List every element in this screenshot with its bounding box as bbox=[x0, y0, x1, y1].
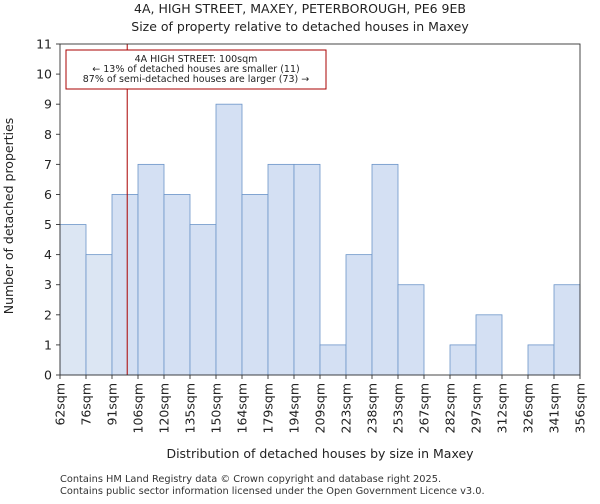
y-tick-label-11: 11 bbox=[36, 37, 52, 52]
x-tick-label-135sqm: 135sqm bbox=[183, 383, 198, 433]
x-tick-label-223sqm: 223sqm bbox=[339, 383, 354, 433]
x-tick-label-120sqm: 120sqm bbox=[157, 383, 172, 433]
bar-326sqm bbox=[527, 344, 555, 376]
x-tick-label-106sqm: 106sqm bbox=[131, 383, 146, 433]
y-tick-label-6: 6 bbox=[44, 187, 52, 202]
x-tick-label-267sqm: 267sqm bbox=[417, 383, 432, 433]
x-tick-label-179sqm: 179sqm bbox=[261, 383, 276, 433]
bar-150sqm bbox=[215, 103, 243, 376]
bar-120sqm bbox=[163, 194, 191, 376]
x-tick-label-91sqm: 91sqm bbox=[105, 383, 120, 426]
bar-135sqm bbox=[189, 224, 217, 376]
x-tick-label-341sqm: 341sqm bbox=[547, 383, 562, 433]
y-tick-label-7: 7 bbox=[44, 157, 52, 172]
x-axis: 62sqm 76sqm 91sqm 106sqm 120sqm 135sqm 150sqm 1… bbox=[53, 375, 588, 433]
bar-209sqm bbox=[319, 344, 347, 376]
x-tick-label-150sqm: 150sqm bbox=[209, 383, 224, 433]
y-tick-label-0: 0 bbox=[44, 368, 52, 383]
annotation-box bbox=[65, 49, 327, 90]
bar-238sqm bbox=[371, 163, 399, 376]
x-tick-label-76sqm: 76sqm bbox=[79, 383, 94, 426]
y-tick-label-10: 10 bbox=[36, 67, 52, 82]
x-tick-label-297sqm: 297sqm bbox=[469, 383, 484, 433]
y-axis: 0 1 2 3 4 5 6 7 8 9 10 11 bbox=[36, 37, 60, 383]
bar-297sqm bbox=[475, 314, 503, 376]
annotation-line1: 4A HIGH STREET: 100sqm bbox=[135, 54, 258, 65]
x-tick-label-164sqm: 164sqm bbox=[235, 383, 250, 433]
bar-223sqm bbox=[345, 254, 373, 376]
bar-106sqm bbox=[137, 163, 165, 376]
bar-253sqm bbox=[397, 284, 425, 376]
y-tick-label-5: 5 bbox=[44, 217, 52, 232]
y-tick-label-2: 2 bbox=[44, 307, 52, 322]
marker-annotation: 4A HIGH STREET: 100sqm ← 13% of detached… bbox=[65, 49, 327, 90]
y-tick-label-3: 3 bbox=[44, 277, 52, 292]
y-axis-title: Number of detached properties bbox=[1, 118, 16, 315]
bar-179sqm bbox=[267, 163, 295, 376]
x-tick-label-238sqm: 238sqm bbox=[365, 383, 380, 433]
bar-341sqm bbox=[553, 284, 581, 376]
x-axis-title: Distribution of detached houses by size … bbox=[166, 446, 474, 461]
bar-164sqm bbox=[241, 194, 269, 376]
bar-282sqm bbox=[449, 344, 477, 376]
annotation-line3: 87% of semi-detached houses are larger (… bbox=[83, 74, 310, 85]
x-tick-label-282sqm: 282sqm bbox=[443, 383, 458, 433]
bars-layer bbox=[59, 103, 581, 376]
y-tick-label-4: 4 bbox=[44, 247, 52, 262]
chart-title-line2: Size of property relative to detached ho… bbox=[131, 19, 469, 34]
bar-91sqm bbox=[111, 194, 139, 376]
y-tick-label-1: 1 bbox=[44, 337, 52, 352]
y-tick-label-8: 8 bbox=[44, 127, 52, 142]
x-tick-label-253sqm: 253sqm bbox=[391, 383, 406, 433]
annotation-line2: ← 13% of detached houses are smaller (11… bbox=[92, 64, 299, 75]
x-tick-label-194sqm: 194sqm bbox=[287, 383, 302, 433]
chart-title-line1: 4A, HIGH STREET, MAXEY, PETERBOROUGH, PE… bbox=[134, 1, 466, 16]
x-tick-label-209sqm: 209sqm bbox=[313, 383, 328, 433]
bar-62sqm bbox=[59, 224, 87, 376]
x-tick-label-356sqm: 356sqm bbox=[573, 383, 588, 433]
bar-76sqm bbox=[85, 254, 113, 376]
x-tick-label-326sqm: 326sqm bbox=[521, 383, 536, 433]
bar-194sqm bbox=[293, 163, 321, 376]
footer-line1: Contains HM Land Registry data © Crown c… bbox=[60, 474, 441, 485]
x-tick-label-312sqm: 312sqm bbox=[495, 383, 510, 433]
x-tick-label-62sqm: 62sqm bbox=[53, 383, 68, 426]
y-tick-label-9: 9 bbox=[44, 97, 52, 112]
footer-line2: Contains public sector information licen… bbox=[60, 486, 485, 497]
